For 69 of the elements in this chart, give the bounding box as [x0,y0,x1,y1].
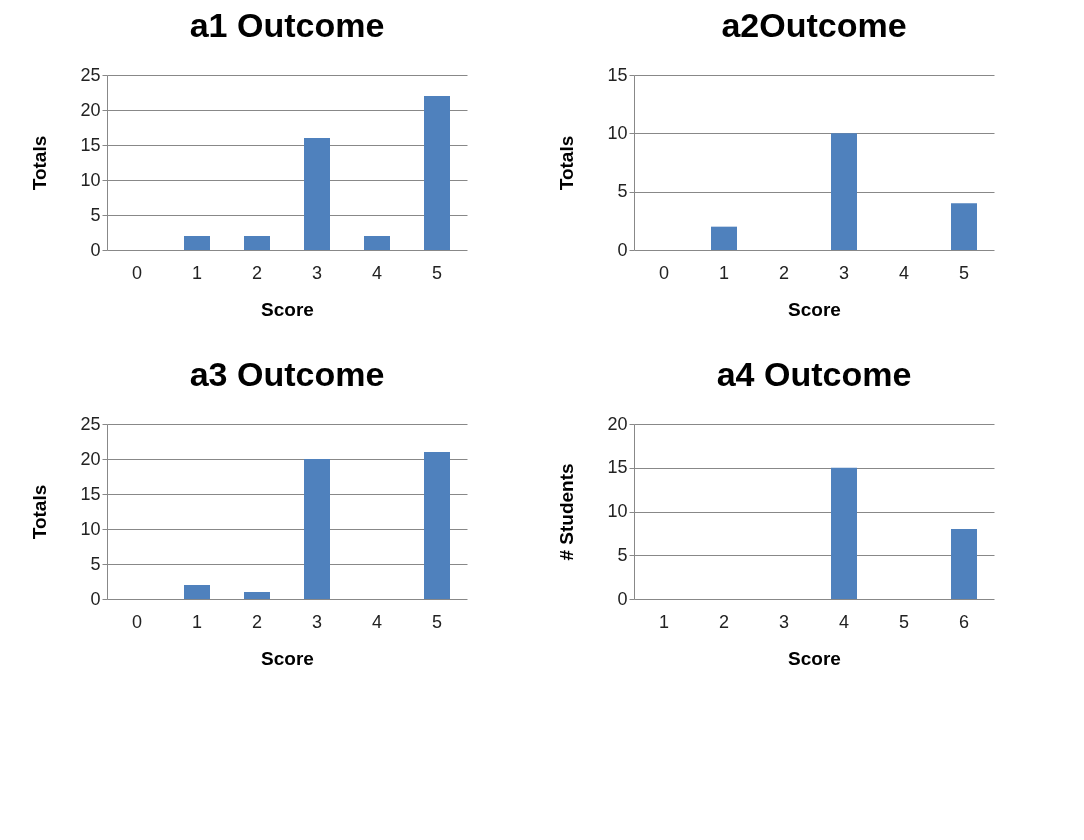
chart-title: a3 Outcome [189,355,385,393]
y-tick-label: 0 [90,239,101,260]
x-tick-label: 4 [898,262,910,283]
x-axis-title: Score [261,298,314,320]
chart-title: a4 Outcome [716,355,912,393]
y-tick-label: 10 [80,169,101,190]
x-axis-title: Score [788,647,841,669]
bar [304,138,330,250]
x-tick-label: 3 [311,262,323,283]
x-tick-label: 2 [251,611,263,632]
x-tick-label: 1 [191,262,203,283]
bar [424,452,450,599]
y-tick-label: 15 [607,64,628,85]
bar [364,236,390,250]
bar [184,236,210,250]
x-tick-label: 2 [251,262,263,283]
bar [244,236,270,250]
y-axis-title: # Students [556,463,578,561]
y-axis-title: Totals [29,135,51,191]
x-tick-label: 3 [838,262,850,283]
x-tick-label: 5 [431,611,443,632]
x-tick-label: 4 [838,611,850,632]
bar [831,133,857,250]
x-axis-title: Score [261,647,314,669]
x-tick-label: 5 [898,611,910,632]
bar [304,459,330,599]
y-tick-label: 15 [607,457,628,478]
x-axis-title: Score [788,298,841,320]
y-tick-label: 20 [80,448,101,469]
x-tick-label: 1 [191,611,203,632]
y-tick-label: 20 [80,99,101,120]
chart-title: a2Outcome [721,6,907,44]
x-tick-label: 0 [131,262,143,283]
x-tick-label: 5 [431,262,443,283]
y-tick-label: 0 [617,239,628,260]
x-tick-label: 6 [958,611,970,632]
y-tick-label: 15 [80,134,101,155]
y-tick-label: 0 [617,588,628,609]
chart-title: a1 Outcome [189,6,385,44]
y-tick-label: 25 [80,413,101,434]
x-tick-label: 2 [778,262,790,283]
x-tick-label: 3 [311,611,323,632]
y-tick-label: 5 [617,544,628,565]
y-tick-label: 5 [90,553,101,574]
y-axis-title: Totals [29,484,51,540]
x-tick-label: 4 [371,262,383,283]
y-tick-label: 10 [80,518,101,539]
y-tick-label: 5 [90,204,101,225]
x-tick-label: 3 [778,611,790,632]
bar [424,96,450,250]
x-tick-label: 0 [131,611,143,632]
x-tick-label: 5 [958,262,970,283]
x-tick-label: 0 [658,262,670,283]
x-tick-label: 1 [718,262,730,283]
y-tick-label: 20 [607,413,628,434]
y-tick-label: 10 [607,122,628,143]
x-tick-label: 2 [718,611,730,632]
y-axis-title: Totals [556,135,578,191]
bar [711,226,737,250]
y-tick-label: 10 [607,501,628,521]
y-tick-label: 15 [80,483,101,504]
y-tick-label: 25 [80,64,101,85]
bar [184,585,210,599]
y-tick-label: 5 [617,181,628,202]
x-tick-label: 4 [371,611,383,632]
bar [244,592,270,599]
bar [951,203,977,250]
x-tick-label: 1 [658,611,670,632]
y-tick-label: 0 [90,588,101,609]
